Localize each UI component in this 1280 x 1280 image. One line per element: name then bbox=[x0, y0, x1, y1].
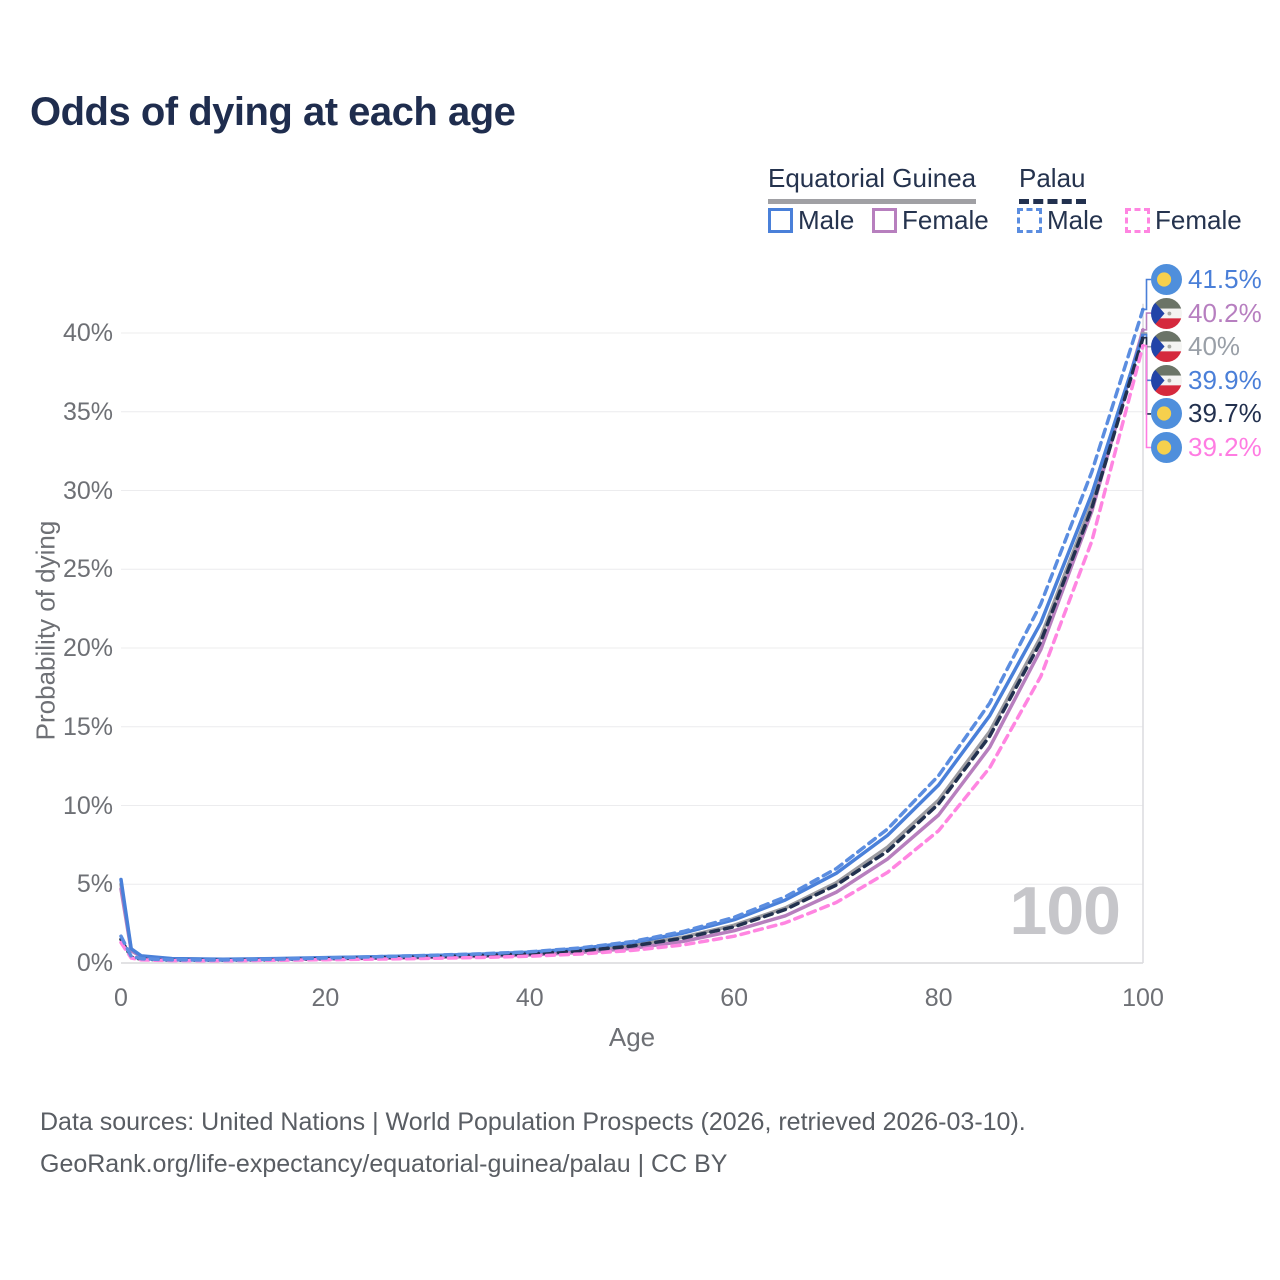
end-flag-eg-average bbox=[1151, 331, 1182, 363]
palau-male-swatch-icon bbox=[1017, 208, 1042, 233]
end-flag-eg-female bbox=[1151, 297, 1182, 329]
end-flag-palau-female bbox=[1151, 432, 1182, 463]
legend-item-label: Male bbox=[798, 205, 855, 235]
eg-male-swatch-icon bbox=[768, 208, 793, 233]
y-tick-label-0: 0% bbox=[76, 949, 113, 977]
series-line-eg-female[interactable] bbox=[119, 328, 1145, 962]
palau-flag-icon bbox=[1151, 398, 1182, 430]
legend-item-label: Male bbox=[1047, 205, 1104, 235]
y-tick-label-30: 30% bbox=[62, 476, 113, 505]
legend-item-eg-male[interactable]: Male bbox=[768, 205, 854, 236]
equatorial-guinea-flag-icon bbox=[1151, 297, 1182, 329]
data-sources-text: Data sources: United Nations | World Pop… bbox=[40, 1108, 1026, 1136]
legend-item-palau-female[interactable]: Female bbox=[1125, 205, 1242, 236]
end-value-label-eg-male: 39.9% bbox=[1188, 364, 1262, 395]
legend-group-palau[interactable]: Palau bbox=[1019, 163, 1086, 204]
end-flag-palau-male bbox=[1151, 264, 1182, 295]
y-tick-label-35: 35% bbox=[62, 397, 113, 426]
end-flag-eg-male bbox=[1151, 364, 1182, 396]
page-title: Odds of dying at each age bbox=[30, 90, 516, 134]
x-tick-label-60: 60 bbox=[720, 984, 749, 1012]
end-label-leader-palau-male bbox=[1141, 278, 1151, 311]
end-value-label-palau-female: 39.2% bbox=[1188, 432, 1262, 462]
x-axis-title: Age bbox=[608, 1022, 656, 1052]
series-line-palau-male[interactable] bbox=[119, 307, 1145, 962]
end-value-label-eg-average: 40% bbox=[1188, 331, 1241, 362]
end-label-leader-palau-female bbox=[1141, 344, 1151, 449]
equatorial-guinea-flag-icon bbox=[1151, 331, 1182, 363]
y-tick-label-25: 25% bbox=[62, 555, 113, 584]
palau-flag-icon bbox=[1151, 264, 1182, 295]
x-tick-label-20: 20 bbox=[311, 984, 340, 1012]
x-tick-label-80: 80 bbox=[924, 984, 953, 1012]
x-tick-label-100: 100 bbox=[1122, 984, 1164, 1012]
legend-item-eg-female[interactable]: Female bbox=[872, 205, 989, 236]
legend-item-palau-male[interactable]: Male bbox=[1017, 205, 1103, 236]
legend-item-label: Female bbox=[902, 205, 989, 235]
y-tick-label-10: 10% bbox=[62, 791, 113, 820]
series-line-eg-average[interactable] bbox=[119, 331, 1145, 962]
series-line-eg-male[interactable] bbox=[119, 332, 1145, 961]
legend-item-label: Female bbox=[1155, 205, 1242, 235]
end-label-leader-eg-female bbox=[1141, 312, 1151, 331]
x-tick-label-40: 40 bbox=[515, 984, 544, 1012]
attribution-link[interactable]: GeoRank.org/life-expectancy/equatorial-g… bbox=[40, 1150, 728, 1178]
end-flag-palau-average bbox=[1151, 398, 1182, 430]
x-tick-label-0: 0 bbox=[114, 984, 128, 1012]
series-line-palau-female[interactable] bbox=[119, 343, 1145, 963]
hovered-age-indicator: 100 bbox=[1009, 873, 1121, 949]
series-line-palau-average[interactable] bbox=[119, 335, 1145, 963]
eg-female-swatch-icon bbox=[872, 208, 897, 233]
y-tick-label-40: 40% bbox=[62, 319, 113, 347]
end-value-label-palau-male: 41.5% bbox=[1188, 264, 1262, 294]
end-value-label-palau-average: 39.7% bbox=[1188, 398, 1262, 429]
palau-female-swatch-icon bbox=[1125, 208, 1150, 233]
palau-flag-icon bbox=[1151, 432, 1182, 463]
y-tick-label-15: 15% bbox=[62, 712, 113, 741]
legend-group-equatorial-guinea[interactable]: Equatorial Guinea bbox=[768, 163, 977, 204]
y-tick-label-20: 20% bbox=[62, 634, 113, 662]
y-tick-label-5: 5% bbox=[76, 870, 113, 899]
equatorial-guinea-flag-icon bbox=[1151, 364, 1182, 396]
end-value-label-eg-female: 40.2% bbox=[1188, 297, 1262, 328]
